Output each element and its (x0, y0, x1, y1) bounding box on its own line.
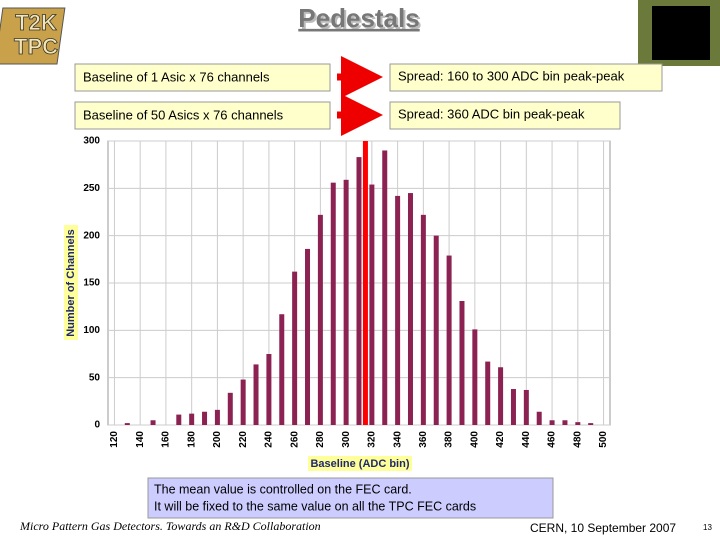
axis-title-box (308, 456, 412, 471)
logo-text: T2K (15, 10, 57, 35)
logo-text: TPC (14, 34, 58, 59)
bar (420, 214, 426, 425)
x-tick-label: 200 (212, 431, 223, 448)
bar (266, 354, 272, 425)
x-tick-label: 480 (572, 431, 583, 448)
x-tick-label: 220 (238, 431, 249, 448)
bar (202, 411, 208, 425)
x-tick-label: 380 (444, 431, 455, 448)
x-tick-label: 440 (521, 431, 532, 448)
x-tick-label: 420 (495, 431, 506, 448)
y-tick-label: 100 (83, 325, 100, 336)
bar (407, 193, 413, 425)
bar (214, 409, 220, 425)
x-tick-label: 360 (418, 431, 429, 448)
bar (330, 182, 336, 425)
bar (510, 389, 516, 425)
x-tick-label: 340 (392, 431, 403, 448)
y-tick-label: 0 (94, 420, 100, 431)
bar (485, 361, 491, 425)
bar (240, 379, 246, 425)
x-tick-label: 300 (341, 431, 352, 448)
title: Pedestals (298, 3, 419, 33)
bar (189, 413, 195, 425)
y-axis-title: Number of Channels (65, 229, 77, 337)
bar (459, 300, 465, 425)
title-shadow: Pedestals (300, 5, 421, 35)
footer-left: Micro Pattern Gas Detectors. Towards an … (19, 519, 321, 533)
axis-title-box (64, 225, 78, 340)
row-left: Baseline of 1 Asic x 76 channels (83, 69, 270, 84)
x-tick-label: 280 (315, 431, 326, 448)
chip-image (638, 0, 720, 66)
logo: T2K TPC (0, 7, 66, 65)
text-box (74, 101, 331, 130)
bar (124, 423, 130, 425)
x-tick-label: 160 (161, 431, 172, 448)
bar (292, 271, 298, 425)
note-line: It will be fixed to the same value on al… (154, 499, 476, 513)
bar (356, 157, 362, 426)
bar (253, 364, 259, 425)
row-right: Spread: 360 ADC bin peak-peak (398, 106, 585, 121)
y-tick-label: 250 (83, 183, 100, 194)
row-left: Baseline of 50 Asics x 76 channels (83, 107, 284, 122)
bar (227, 392, 233, 425)
bar (279, 314, 285, 425)
bar (575, 422, 581, 425)
x-tick-label: 400 (469, 431, 480, 448)
page-number: 13 (703, 523, 712, 532)
bar (382, 150, 388, 425)
bar (549, 420, 555, 425)
bar (523, 389, 529, 425)
x-axis-title: Baseline (ADC bin) (310, 458, 409, 470)
bar (176, 414, 182, 425)
bar (433, 235, 439, 425)
footer-right: CERN, 10 September 2007 (530, 521, 676, 535)
text-box (389, 101, 621, 130)
bar (343, 179, 349, 425)
text-box (389, 63, 663, 92)
note-box (147, 477, 554, 519)
bar (369, 184, 375, 425)
bar (536, 411, 542, 425)
y-tick-label: 50 (89, 372, 101, 383)
x-tick-label: 500 (598, 431, 609, 448)
y-tick-label: 200 (83, 230, 100, 241)
y-tick-label: 300 (83, 136, 100, 147)
bar (150, 420, 156, 425)
bar (305, 248, 311, 425)
x-tick-label: 120 (109, 431, 120, 448)
x-tick-label: 240 (264, 431, 275, 448)
x-tick-label: 140 (135, 431, 146, 448)
bar (395, 195, 401, 425)
bar (588, 423, 594, 425)
row-right: Spread: 160 to 300 ADC bin peak-peak (398, 68, 625, 83)
x-tick-label: 260 (289, 431, 300, 448)
y-tick-label: 150 (83, 278, 100, 289)
bar (562, 420, 568, 425)
text-box (74, 63, 331, 92)
x-tick-label: 460 (547, 431, 558, 448)
bar (472, 329, 478, 425)
bar (317, 214, 323, 425)
note-line: The mean value is controlled on the FEC … (154, 482, 412, 496)
x-tick-label: 320 (367, 431, 378, 448)
bar (498, 367, 504, 425)
x-tick-label: 180 (186, 431, 197, 448)
bar (446, 255, 452, 425)
